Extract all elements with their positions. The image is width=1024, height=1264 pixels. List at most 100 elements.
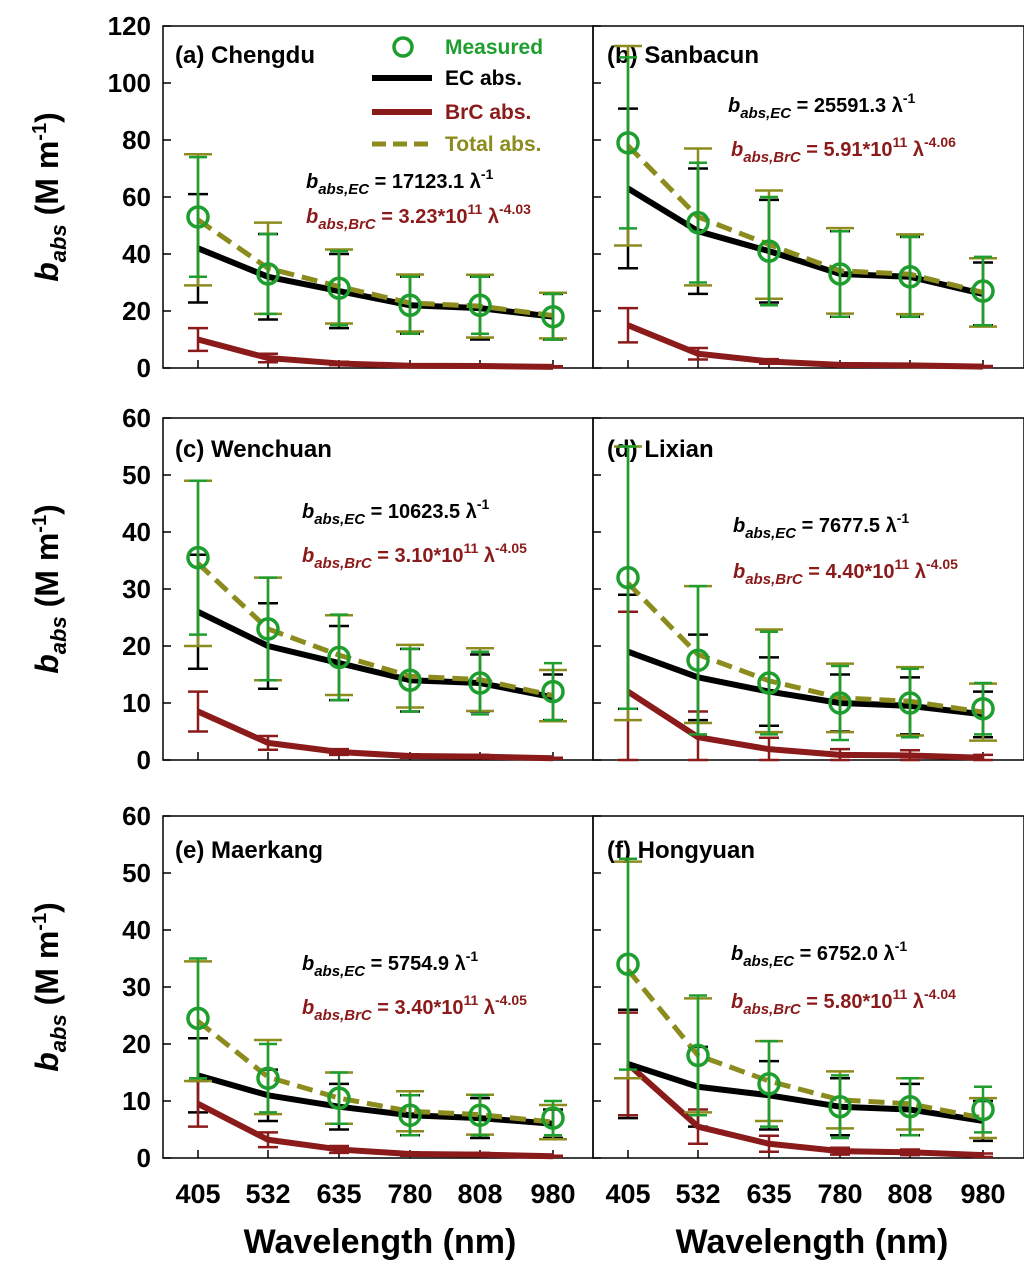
measured-point	[541, 679, 565, 704]
x-tick-label: 635	[746, 1179, 791, 1209]
measured-point	[256, 262, 280, 286]
y-tick-label: 60	[122, 182, 151, 212]
panel-a: 0 20 40 60 80 100 120 (a) Chengdu babs,EC = 1712…	[108, 11, 594, 383]
measured-point	[186, 545, 210, 570]
y-tick-label: 30	[122, 972, 151, 1002]
panel-frame	[592, 25, 1024, 369]
measured-point	[898, 265, 922, 289]
x-tick-label: 532	[675, 1179, 720, 1209]
measured-point	[616, 565, 640, 590]
measured-point	[327, 276, 351, 300]
measured-point	[898, 1094, 922, 1119]
equation-brc: babs,BrC = 3.10*1011 λ-4.05	[302, 540, 527, 572]
brc-series-line	[626, 689, 984, 761]
legend-measured-label: Measured	[445, 36, 543, 59]
measured-point	[828, 691, 852, 715]
measured-point	[398, 293, 422, 318]
x-tick-label: 780	[817, 1179, 862, 1209]
measured-point	[828, 1094, 852, 1119]
measured-point	[468, 671, 492, 695]
equation-brc: babs,BrC = 3.40*1011 λ-4.05	[302, 992, 527, 1024]
total-series-line	[626, 968, 984, 1121]
y-tick-label: 20	[122, 631, 151, 661]
y-tick-label: 50	[122, 460, 151, 490]
measured-point	[686, 210, 710, 235]
brc-series-line	[197, 336, 554, 370]
measured-point	[686, 1043, 710, 1068]
y-axis-label: babs (M m-1)	[29, 112, 71, 281]
measured-point	[256, 617, 280, 641]
x-tick-label: 780	[387, 1179, 432, 1209]
equation-brc: babs,BrC = 5.80*1011 λ-4.04	[731, 986, 956, 1018]
total-series-line	[196, 1019, 554, 1125]
measured-point	[686, 648, 710, 672]
legend-measured-marker	[392, 36, 414, 58]
y-tick-label: 60	[122, 403, 151, 433]
legend-brc-label: BrC abs.	[445, 101, 531, 124]
x-tick-label: 405	[175, 1179, 220, 1209]
y-tick-label: 30	[122, 574, 151, 604]
measured-point	[828, 262, 852, 286]
equation-ec: babs,EC = 5754.9 λ-1	[302, 948, 478, 980]
equation-ec: babs,EC = 17123.1 λ-1	[306, 166, 494, 198]
x-tick-label: 808	[457, 1179, 502, 1209]
y-tick-label: 0	[137, 353, 151, 383]
y-axis-labels: babs (M m-1) babs (M m-1) babs (M m-1)	[29, 112, 71, 1071]
measured-point	[971, 279, 995, 303]
measured-point	[256, 1066, 280, 1090]
measured-point	[616, 131, 640, 155]
measured-point	[757, 1072, 781, 1096]
brc-series-line	[196, 1101, 554, 1160]
y-tick-label: 40	[122, 517, 151, 547]
panel-d: (d) Lixian babs,EC = 7677.5 λ-1 babs,BrC =…	[592, 417, 1024, 762]
total-series-line	[626, 143, 984, 295]
measured-point	[898, 691, 922, 715]
legend-ec-label: EC abs.	[445, 67, 522, 90]
y-axis-label: babs (M m-1)	[29, 504, 71, 673]
y-tick-label: 60	[122, 801, 151, 831]
total-series-line	[196, 561, 554, 699]
x-tick-label: 980	[530, 1179, 575, 1209]
measured-point	[616, 952, 640, 976]
brc-series-line	[196, 708, 554, 762]
legend-total-label: Total abs.	[445, 133, 541, 156]
measured-point	[971, 1097, 995, 1122]
y-axis-label: babs (M m-1)	[29, 902, 71, 1071]
measured-point	[971, 696, 995, 721]
measured-point	[327, 645, 351, 670]
measured-point	[186, 1006, 210, 1031]
brc-series-line	[626, 322, 984, 370]
measured-point	[398, 1103, 422, 1127]
total-series-line	[196, 217, 554, 319]
panel-title: (a) Chengdu	[175, 42, 315, 69]
equation-ec: babs,EC = 6752.0 λ-1	[731, 938, 907, 970]
brc-series-line	[625, 1061, 984, 1159]
legend: Measured EC abs. BrC abs. Total abs.	[372, 36, 543, 156]
y-tick-label: 50	[122, 858, 151, 888]
panel-c: 0 10 20 30 40 50 60 (c) Wenchuan babs,EC = 10623…	[122, 403, 594, 775]
panel-frame	[592, 815, 1024, 1159]
measured-point	[541, 1106, 565, 1130]
ec-series-line	[626, 185, 984, 297]
x-tick-label: 980	[960, 1179, 1005, 1209]
y-tick-label: 10	[122, 1086, 151, 1116]
measured-point	[186, 205, 210, 229]
total-series-line	[626, 581, 984, 715]
ec-series-line	[626, 648, 984, 718]
measured-point	[541, 304, 565, 329]
equation-brc: babs,BrC = 5.91*1011 λ-4.06	[731, 134, 956, 166]
y-tick-label: 20	[122, 296, 151, 326]
x-tick-label: 808	[887, 1179, 932, 1209]
x-tick-label: 405	[605, 1179, 650, 1209]
y-tick-label: 40	[122, 239, 151, 269]
panel-title: (e) Maerkang	[175, 837, 323, 864]
measured-point	[468, 1103, 492, 1127]
measured-point	[468, 293, 492, 318]
x-axis-label-left: Wavelength (nm)	[244, 1223, 517, 1261]
panel-e: 0 10 20 30 40 50 60 405 532 635 780 808 980 (e) Maerk…	[122, 801, 594, 1209]
y-tick-label: 0	[137, 745, 151, 775]
